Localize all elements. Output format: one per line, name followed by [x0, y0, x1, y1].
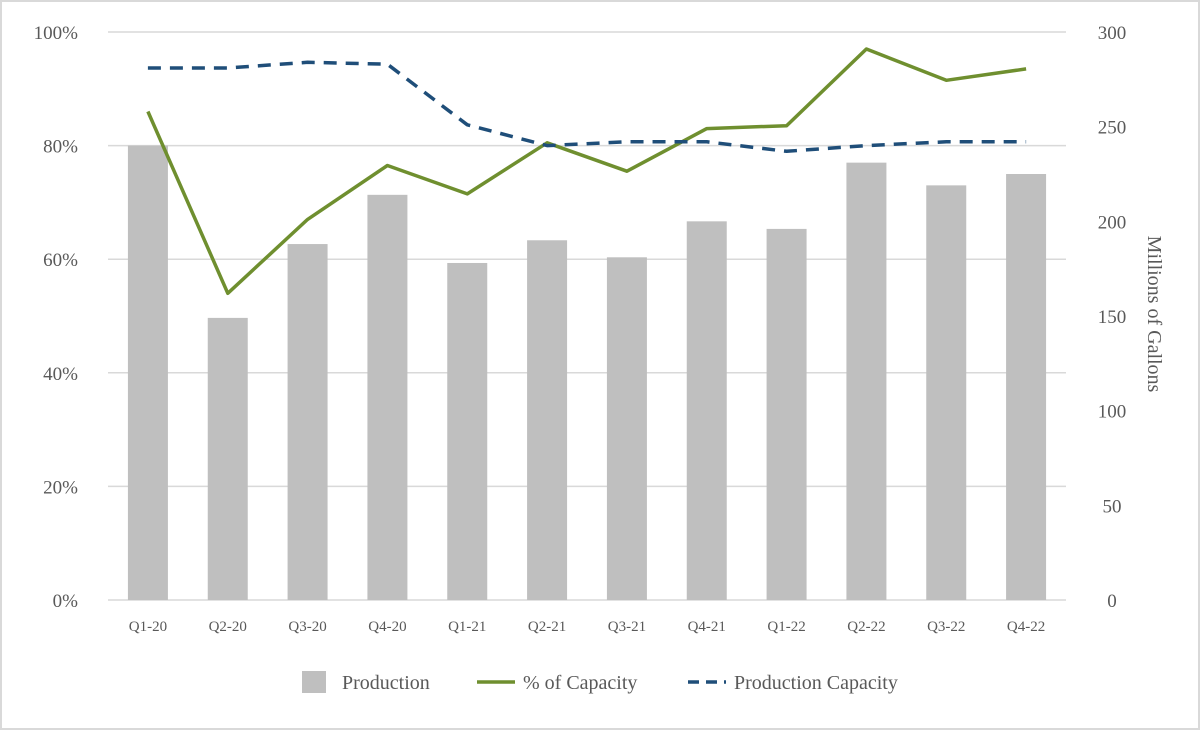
x-tick-label: Q2-21	[528, 619, 566, 635]
bars	[127, 145, 1047, 601]
bar-production	[127, 145, 168, 600]
x-tick-label: Q1-22	[767, 619, 805, 635]
line-percent-capacity	[146, 47, 1027, 296]
series-lines	[146, 47, 1027, 296]
x-tick-label: Q3-21	[608, 619, 646, 635]
x-tick-label: Q1-21	[448, 619, 486, 635]
legend-label: Production	[342, 672, 430, 694]
bar-production	[926, 185, 967, 601]
right-tick-label: 200	[1098, 212, 1127, 233]
x-axis-ticks: Q1-20 Q2-20 Q3-20 Q4-20 Q1-21 Q2-21 Q3-21 Q4-21…	[129, 619, 1045, 635]
right-tick-label: 50	[1103, 496, 1122, 517]
x-tick-label: Q4-20	[368, 619, 406, 635]
x-tick-label: Q4-22	[1007, 619, 1045, 635]
x-tick-label: Q1-20	[129, 619, 167, 635]
left-tick-label: 80%	[43, 137, 78, 158]
right-tick-label: 0	[1107, 591, 1117, 612]
bar-production	[367, 194, 408, 600]
bar-production	[1006, 174, 1047, 600]
bar-production	[686, 221, 727, 601]
gridlines	[108, 31, 1066, 601]
bar-production	[207, 317, 248, 600]
legend: Production % of Capacity Production Capaci…	[302, 671, 898, 694]
left-tick-label: 40%	[43, 364, 78, 385]
x-tick-label: Q4-21	[688, 619, 726, 635]
bar-production	[846, 162, 887, 600]
line-production-capacity	[147, 60, 1027, 154]
legend-label: Production Capacity	[734, 672, 898, 694]
x-tick-label: Q2-22	[847, 619, 885, 635]
right-tick-label: 150	[1098, 307, 1127, 328]
left-tick-label: 0%	[53, 591, 79, 612]
right-tick-label: 250	[1098, 118, 1127, 139]
x-tick-label: Q3-20	[288, 619, 326, 635]
bar-production	[766, 228, 807, 600]
x-tick-label: Q3-22	[927, 619, 965, 635]
right-tick-label: 300	[1098, 23, 1127, 44]
left-tick-label: 20%	[43, 477, 78, 498]
left-tick-label: 60%	[43, 250, 78, 271]
legend-swatch	[302, 671, 326, 693]
left-tick-label: 100%	[34, 23, 79, 44]
bar-production	[447, 262, 488, 600]
bar-production	[606, 257, 647, 600]
legend-label: % of Capacity	[523, 672, 637, 694]
left-axis-ticks: 0% 20% 40% 60% 80% 100%	[34, 23, 79, 612]
bar-production	[527, 240, 568, 600]
right-axis-title: Millions of Gallons	[1143, 236, 1165, 393]
bar-production	[287, 244, 328, 600]
x-tick-label: Q2-20	[209, 619, 247, 635]
right-tick-label: 100	[1098, 402, 1127, 423]
right-axis-ticks: 0 50 100 150 200 250 300	[1098, 23, 1127, 612]
